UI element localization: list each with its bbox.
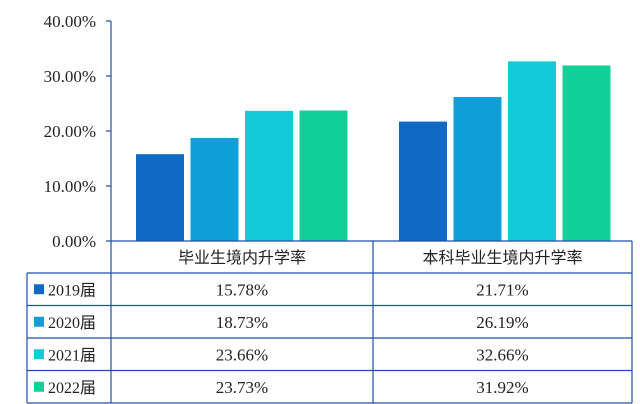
legend-key-2022届 [34,381,44,392]
data-label: 31.92% [476,378,528,397]
bars-layer [136,61,611,242]
legend-label: 2022届 [48,380,96,397]
y-tick-label: 30.00% [44,67,96,86]
bar-2019届-1 [399,121,447,241]
bar-2022届-0 [299,110,348,241]
data-label: 18.73% [216,313,268,332]
data-label: 15.78% [216,280,268,299]
legend-label: 2020届 [48,315,96,332]
bar-2019届-0 [136,154,184,241]
bar-2021届-0 [245,110,293,242]
legend-key-2019届 [34,284,44,295]
bar-2021届-1 [508,61,556,242]
legend-label: 2019届 [48,282,96,299]
data-label: 26.19% [476,313,528,332]
category-label: 本科毕业生境内升学率 [422,248,582,267]
y-tick-label: 10.00% [44,177,96,196]
bar-2022届-1 [562,65,611,241]
axis-layer: 0.00% 10.00% 20.00% 30.00% 40.00% [44,12,112,251]
category-label: 毕业生境内升学率 [178,248,306,267]
y-tick-label: 0.00% [52,232,96,251]
legend-key-2020届 [34,316,44,327]
data-label: 23.73% [216,378,268,397]
bar-2020届-1 [453,96,502,241]
y-tick-label: 20.00% [44,122,96,141]
y-tick-label: 40.00% [44,12,96,31]
data-table: 毕业生境内升学率 本科毕业生境内升学率 2019届 15.78% 21.71% 2020届… [26,240,633,404]
bar-2020届-0 [190,137,239,241]
data-label: 21.71% [476,280,528,299]
legend-key-2021届 [34,349,44,360]
data-label: 23.66% [216,345,268,364]
data-label: 32.66% [476,345,528,364]
legend-label: 2021届 [48,347,96,364]
